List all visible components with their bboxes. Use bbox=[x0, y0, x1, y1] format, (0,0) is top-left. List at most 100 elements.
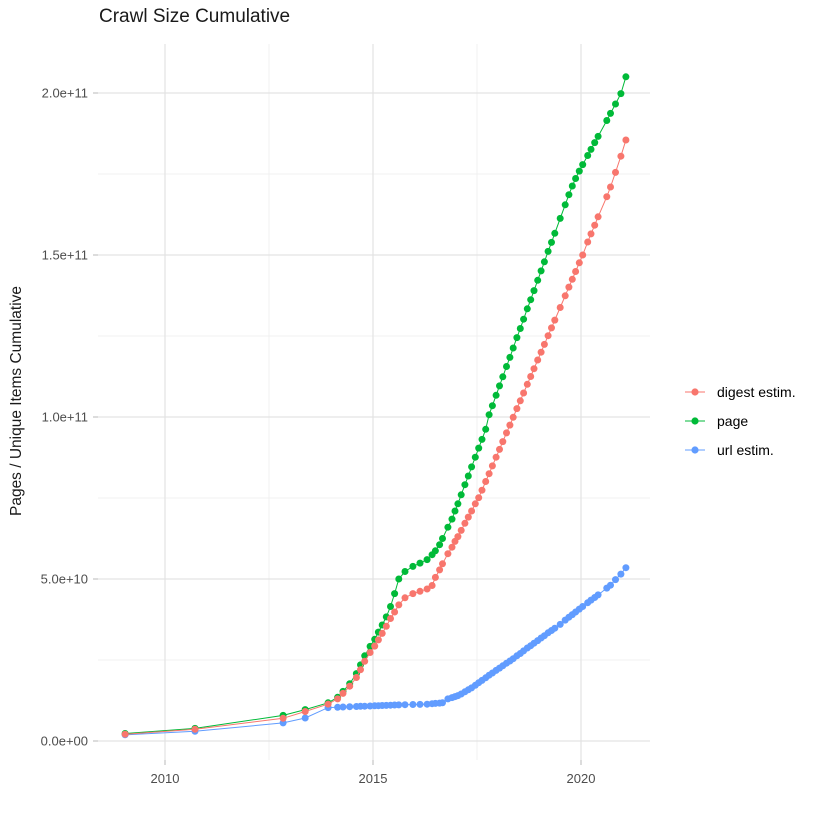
data-point bbox=[436, 541, 444, 549]
data-point bbox=[279, 714, 287, 722]
data-point bbox=[612, 576, 619, 584]
data-point bbox=[572, 268, 580, 275]
data-point bbox=[439, 560, 446, 568]
legend-item-label: url estim. bbox=[717, 441, 774, 458]
data-point bbox=[461, 519, 469, 527]
data-point bbox=[496, 445, 503, 453]
legend-key-page-icon bbox=[685, 416, 705, 425]
data-point bbox=[561, 292, 569, 300]
axis-ticks bbox=[93, 92, 582, 765]
legend: digest estim. page url estim. bbox=[684, 377, 796, 464]
data-point bbox=[551, 624, 559, 632]
data-point bbox=[520, 389, 528, 397]
data-point bbox=[451, 507, 459, 515]
data-point bbox=[374, 636, 382, 644]
data-point bbox=[561, 201, 569, 209]
data-point bbox=[556, 214, 564, 222]
legend-key-dot bbox=[691, 387, 699, 396]
y-axis-title: Pages / Unique Items Cumulative bbox=[8, 285, 25, 517]
data-point bbox=[428, 582, 436, 589]
data-point bbox=[544, 247, 552, 255]
data-point bbox=[607, 183, 614, 191]
data-point bbox=[603, 193, 611, 201]
data-point bbox=[506, 421, 514, 429]
data-point bbox=[492, 453, 500, 461]
data-point bbox=[591, 139, 599, 147]
data-point bbox=[431, 573, 439, 581]
data-point bbox=[503, 363, 510, 370]
data-point bbox=[523, 380, 531, 388]
data-point bbox=[499, 373, 507, 381]
series-line bbox=[125, 567, 627, 736]
data-point bbox=[516, 325, 524, 332]
data-point bbox=[548, 324, 555, 332]
data-point bbox=[464, 513, 472, 521]
data-point bbox=[361, 702, 369, 710]
data-point bbox=[513, 405, 521, 413]
data-point bbox=[499, 438, 507, 446]
data-point bbox=[395, 701, 403, 709]
data-point bbox=[509, 413, 517, 421]
data-point bbox=[530, 365, 538, 373]
data-point bbox=[482, 425, 490, 433]
data-point bbox=[579, 603, 587, 610]
data-point bbox=[457, 491, 465, 499]
data-point bbox=[603, 117, 611, 124]
data-point bbox=[423, 556, 431, 564]
data-point bbox=[439, 535, 446, 542]
data-point bbox=[565, 283, 573, 291]
y-tick-label: 5.0e+10 bbox=[41, 572, 88, 587]
data-point bbox=[527, 373, 535, 380]
data-point bbox=[622, 564, 630, 572]
data-point bbox=[416, 587, 424, 595]
data-point bbox=[509, 344, 517, 352]
data-point bbox=[475, 494, 483, 502]
data-point bbox=[366, 649, 374, 656]
data-point bbox=[534, 276, 542, 284]
data-point bbox=[565, 191, 573, 199]
data-point bbox=[478, 486, 486, 494]
data-point bbox=[461, 481, 469, 489]
data-point bbox=[378, 629, 386, 637]
data-point bbox=[457, 526, 465, 534]
data-point bbox=[622, 136, 630, 144]
data-point bbox=[556, 620, 564, 628]
data-point bbox=[612, 168, 619, 176]
data-point bbox=[520, 315, 528, 323]
x-tick-label: 2020 bbox=[567, 771, 596, 786]
data-point bbox=[346, 703, 354, 711]
series-page bbox=[121, 73, 630, 737]
data-point bbox=[575, 259, 583, 267]
data-point bbox=[444, 523, 452, 531]
legend-item-digest-estim: digest estim. bbox=[684, 377, 796, 406]
data-point bbox=[471, 500, 479, 508]
y-tick-label: 2.0e+11 bbox=[42, 86, 88, 101]
series-digest-estim bbox=[121, 136, 630, 738]
data-point bbox=[584, 238, 592, 246]
data-point bbox=[617, 152, 625, 160]
data-point bbox=[191, 725, 199, 733]
data-point bbox=[540, 340, 548, 348]
x-tick-label: 2010 bbox=[151, 771, 180, 786]
data-point bbox=[548, 238, 555, 246]
data-point bbox=[568, 182, 576, 190]
data-point bbox=[346, 682, 354, 690]
data-point bbox=[409, 701, 417, 708]
data-point bbox=[448, 543, 456, 551]
legend-key-dot bbox=[691, 445, 699, 454]
data-point bbox=[485, 411, 493, 419]
data-point bbox=[617, 90, 625, 98]
data-point bbox=[334, 703, 342, 711]
data-point bbox=[506, 353, 514, 361]
data-point bbox=[324, 700, 332, 708]
data-point bbox=[431, 547, 439, 555]
data-point bbox=[301, 708, 309, 715]
data-point bbox=[530, 287, 538, 295]
y-tick-label: 1.5e+11 bbox=[42, 248, 88, 263]
data-point bbox=[607, 109, 614, 117]
data-point bbox=[537, 348, 545, 356]
data-point bbox=[617, 570, 625, 578]
data-point bbox=[391, 608, 399, 616]
legend-key-digest-icon bbox=[685, 387, 705, 396]
